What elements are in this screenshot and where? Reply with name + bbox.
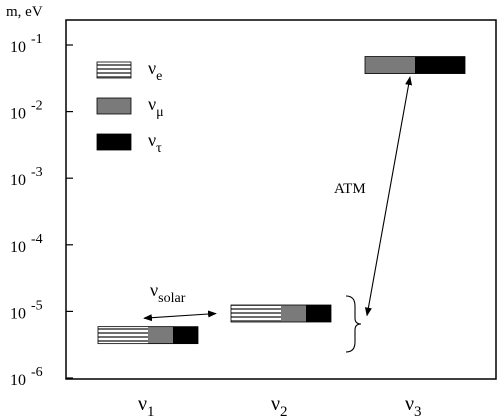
curly-brace [345,295,362,353]
bar-outline [364,56,466,74]
y-tick-label: 10 -1 [10,32,43,56]
legend-label: ντ [148,130,162,156]
legend-swatch [96,61,132,79]
solar-arrow [143,310,217,322]
mass-bar-3 [364,56,466,74]
solar-label: νsolar [150,280,186,306]
bar-outline [230,304,332,323]
y-tick-label: 10 -4 [10,232,43,256]
legend-label: νe [148,58,162,84]
x-tick-label: ν1 [138,393,155,420]
bar-segment-nu_mu [148,326,173,344]
legend-label: νμ [148,94,164,120]
x-tick-label: ν2 [271,393,288,420]
y-tick-label: 10 -5 [10,298,43,322]
legend: νe νμ ντ [96,58,164,156]
y-axis: m, eV 10-6 10-5 10-4 10-3 10-2 10-1 [6,4,73,389]
legend-item-nu_e: νe [96,58,162,84]
bar-segment-nu_e [98,326,148,344]
x-tick-label: ν3 [405,393,422,420]
y-axis-label: m, eV [6,4,43,20]
bar-segment-nu_mu [281,304,306,322]
atm-label: ATM [334,181,366,197]
legend-item-nu_tau: ντ [96,130,162,156]
legend-swatch [96,97,132,115]
plot-frame [65,19,497,380]
bar-outline [97,326,199,345]
annotations: νsolar ATM [143,76,413,353]
y-tick-label: 10 -3 [10,165,43,189]
mass-bar-2 [230,304,332,323]
mass-bars [97,56,466,345]
y-tick-label: 10 -6 [10,365,43,389]
atm-arrow [364,76,413,317]
x-axis: ν1 ν2 ν3 [138,393,422,420]
bar-segment-nu_mu [365,56,415,74]
legend-swatch [96,133,132,151]
bar-segment-nu_e [231,304,281,322]
bar-segment-nu_tau [306,304,331,322]
bar-segment-nu_tau [173,326,198,344]
mass-bar-1 [97,326,199,345]
y-tick-label: 10 -2 [10,99,43,123]
legend-item-nu_mu: νμ [96,94,164,120]
bar-segment-nu_tau [415,56,465,74]
